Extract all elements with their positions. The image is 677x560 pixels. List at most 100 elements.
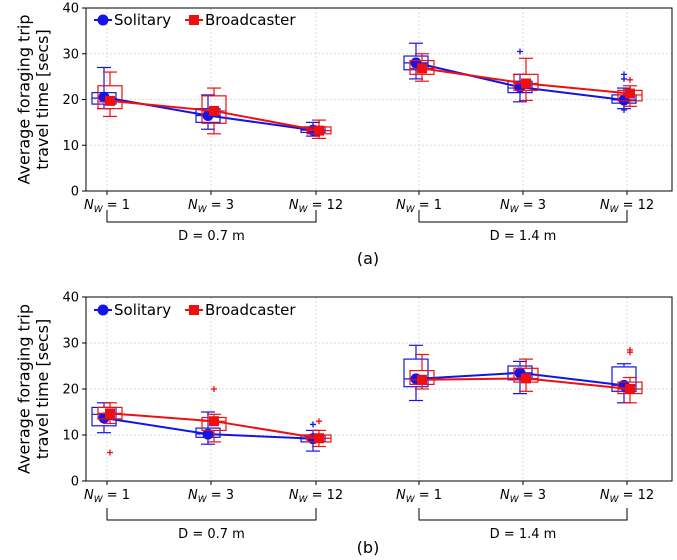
group-bracket (418, 210, 628, 223)
y-axis-label-line: travel time [secs] (33, 319, 52, 460)
x-tick-label-rest: = 12 (618, 198, 654, 213)
legend-label-broadcaster: Broadcaster (205, 11, 296, 29)
outlier-point (627, 346, 633, 353)
mean-marker (521, 373, 531, 384)
legend: Solitary Broadcaster (94, 301, 296, 319)
x-tick-label-base: N (396, 488, 406, 503)
outlier-point (517, 48, 523, 55)
box-solitary (507, 48, 533, 103)
mean-marker (314, 433, 324, 444)
y-tick-label: 0 (71, 185, 79, 200)
x-tick-label-rest: = 1 (103, 198, 130, 213)
outlier-point (107, 449, 113, 456)
x-tick-label-sub: W (406, 205, 416, 215)
x-tick-label-sub: W (94, 205, 104, 215)
x-tick-label-sub: W (198, 205, 208, 215)
x-tick-label: NW = 12 (289, 488, 343, 505)
box-broadcaster (306, 418, 332, 448)
legend-marker-broadcaster (189, 15, 199, 25)
group-label: D = 1.4 m (490, 527, 557, 542)
x-tick-label-sub: W (406, 495, 416, 505)
chart-panel-b: 0 10 20 30 40 Average foraging triptravel tim… (15, 291, 673, 557)
box-solitary (403, 344, 429, 402)
mean-marker (521, 78, 531, 89)
mean-marker (202, 428, 214, 440)
legend-marker-solitary (97, 14, 109, 26)
series-solitary (91, 42, 637, 137)
x-tick-label: NW = 1 (396, 198, 442, 215)
panel-caption: (b) (357, 538, 380, 557)
x-tick-label-sub: W (610, 495, 620, 505)
outlier-point (621, 107, 627, 114)
x-tick-label-rest: = 1 (103, 488, 130, 503)
x-tick-label-rest: = 1 (415, 198, 442, 213)
y-tick-label: 40 (62, 2, 79, 17)
mean-marker (105, 95, 115, 106)
y-axis-label: Average foraging triptravel time [secs] (15, 304, 52, 474)
mean-marker (209, 105, 219, 116)
x-tick-label-base: N (500, 488, 510, 503)
mean-marker (625, 88, 635, 99)
outlier-point (627, 76, 633, 83)
x-tick-label-rest: = 1 (415, 488, 442, 503)
box-iqr (403, 358, 429, 388)
series-broadcaster (97, 53, 643, 139)
outlier-point (316, 418, 322, 425)
x-tick-label-base: N (396, 198, 406, 213)
box-broadcaster (409, 53, 435, 82)
chart-panel-a: 0 10 20 30 40 Average foraging triptravel tim… (15, 2, 673, 268)
mean-marker (417, 374, 427, 385)
y-tick-label: 20 (62, 383, 79, 398)
legend-marker-solitary (97, 304, 109, 316)
x-tick-label-rest: = 3 (519, 198, 546, 213)
y-tick-label: 20 (62, 93, 79, 108)
x-tick-label-base: N (289, 488, 299, 503)
group-bracket (418, 508, 628, 521)
x-tick-label-rest: = 12 (618, 488, 654, 503)
y-tick-label: 10 (62, 139, 79, 154)
x-tick-label-sub: W (299, 495, 309, 505)
legend-label-solitary: Solitary (114, 301, 171, 319)
mean-marker (314, 125, 324, 136)
x-tick-label-base: N (188, 488, 198, 503)
x-tick-label: NW = 3 (188, 198, 234, 215)
panel-caption: (a) (357, 249, 379, 268)
outlier-point (621, 71, 627, 78)
mean-marker (209, 416, 219, 427)
y-axis-label-line: Average foraging trip (15, 14, 34, 184)
legend-label-broadcaster: Broadcaster (205, 301, 296, 319)
box-broadcaster (617, 346, 643, 404)
x-tick-label: NW = 12 (600, 198, 654, 215)
x-tick-label-sub: W (299, 205, 309, 215)
x-tick-label: NW = 1 (84, 198, 130, 215)
legend: Solitary Broadcaster (94, 11, 296, 29)
x-tick-label-rest: = 12 (307, 198, 343, 213)
x-tick-label-base: N (84, 488, 94, 503)
x-tick-label: NW = 12 (289, 198, 343, 215)
x-tick-label-sub: W (610, 205, 620, 215)
outlier-point (211, 386, 217, 392)
x-tick-label-base: N (600, 198, 610, 213)
y-tick-label: 30 (62, 337, 79, 352)
group-bracket (106, 210, 317, 223)
x-tick-label-rest: = 3 (207, 488, 234, 503)
box-broadcaster (409, 353, 435, 390)
x-tick-label-base: N (500, 198, 510, 213)
group-bracket (106, 508, 317, 521)
group-label: D = 1.4 m (490, 229, 557, 244)
y-tick-label: 40 (62, 291, 79, 306)
x-tick-label: NW = 3 (500, 198, 546, 215)
group-label: D = 0.7 m (178, 229, 245, 244)
y-tick-label: 0 (71, 475, 79, 490)
outlier-point (310, 421, 316, 428)
y-tick-label: 30 (62, 47, 79, 62)
y-axis-label-line: Average foraging trip (15, 304, 34, 474)
x-tick-label-rest: = 3 (207, 198, 234, 213)
x-tick-label-base: N (600, 488, 610, 503)
x-tick-label-rest: = 12 (307, 488, 343, 503)
mean-marker (417, 63, 427, 74)
series-broadcaster (97, 346, 643, 456)
y-tick-label: 10 (62, 429, 79, 444)
x-tick-label-sub: W (198, 495, 208, 505)
